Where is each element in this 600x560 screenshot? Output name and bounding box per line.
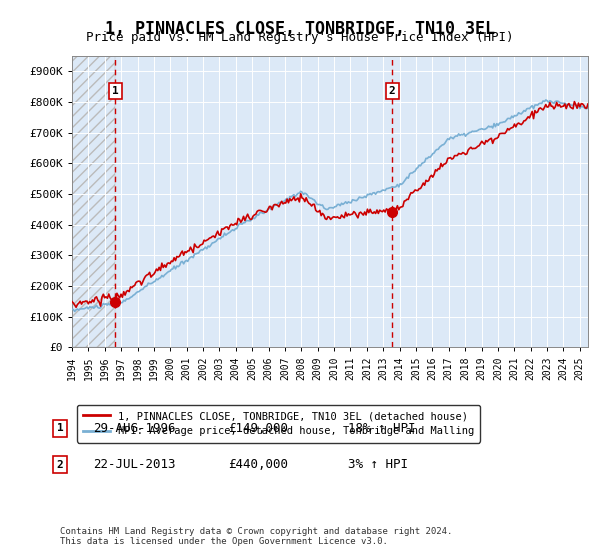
Bar [72, 56, 115, 347]
Text: 2: 2 [56, 460, 64, 470]
Text: 2: 2 [389, 86, 395, 96]
Text: £440,000: £440,000 [228, 458, 288, 472]
Text: £149,000: £149,000 [228, 422, 288, 435]
Text: 29-AUG-1996: 29-AUG-1996 [93, 422, 176, 435]
Text: 3% ↑ HPI: 3% ↑ HPI [348, 458, 408, 472]
Text: 1, PINNACLES CLOSE, TONBRIDGE, TN10 3EL: 1, PINNACLES CLOSE, TONBRIDGE, TN10 3EL [105, 20, 495, 38]
Legend: 1, PINNACLES CLOSE, TONBRIDGE, TN10 3EL (detached house), HPI: Average price, de: 1, PINNACLES CLOSE, TONBRIDGE, TN10 3EL … [77, 405, 481, 442]
Text: Price paid vs. HM Land Registry's House Price Index (HPI): Price paid vs. HM Land Registry's House … [86, 31, 514, 44]
Text: 1: 1 [56, 423, 64, 433]
Text: 22-JUL-2013: 22-JUL-2013 [93, 458, 176, 472]
Text: Contains HM Land Registry data © Crown copyright and database right 2024.
This d: Contains HM Land Registry data © Crown c… [60, 526, 452, 546]
Text: 18% ↑ HPI: 18% ↑ HPI [348, 422, 415, 435]
Text: 1: 1 [112, 86, 119, 96]
